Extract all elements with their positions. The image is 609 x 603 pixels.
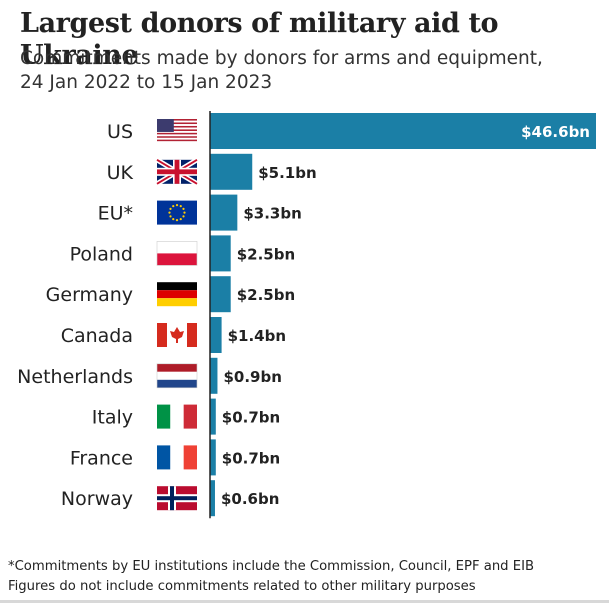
- flag-part: [157, 298, 197, 307]
- flag-part: [157, 127, 197, 130]
- chart-title: Largest donors of military aid to Ukrain…: [20, 8, 499, 71]
- flag-part: [157, 445, 171, 470]
- flag-italy-icon: [157, 404, 197, 429]
- bar-canada: [210, 317, 222, 353]
- bar-poland: [210, 235, 231, 272]
- category-label-norway: Norway: [61, 488, 133, 510]
- flag-part: [157, 404, 171, 429]
- flag-part: [182, 215, 185, 218]
- flag-part: [169, 215, 172, 218]
- flag-part: [156, 241, 198, 266]
- flag-part: [157, 282, 197, 291]
- value-label-france: $0.7bn: [222, 449, 280, 467]
- flag-part: [172, 205, 175, 208]
- flag-us-icon: [157, 119, 197, 143]
- flag-part: [170, 404, 184, 429]
- flag-part: [156, 363, 198, 389]
- bar-germany: [210, 276, 231, 313]
- flag-part: [157, 141, 197, 143]
- flag-part: [169, 207, 172, 210]
- subtitle-line-2: 24 Jan 2022 to 15 Jan 2023: [20, 72, 273, 93]
- flag-part: [157, 137, 197, 140]
- flag-part: [179, 217, 182, 221]
- flag-germany-icon: [157, 282, 197, 307]
- value-label-germany: $2.5bn: [237, 286, 295, 304]
- flag-part: [157, 241, 197, 254]
- flag-part: [172, 217, 175, 221]
- flag-part: [170, 445, 184, 470]
- flag-part: [157, 136, 197, 138]
- value-label-eu: $3.3bn: [243, 205, 301, 223]
- flag-part: [157, 131, 197, 133]
- bar-france: [210, 439, 216, 476]
- flag-part: [183, 211, 186, 214]
- bar-eu: [210, 194, 238, 231]
- bar-us: [210, 113, 596, 149]
- flag-part: [157, 129, 197, 131]
- flag-part: [157, 124, 197, 126]
- category-label-germany: Germany: [46, 284, 133, 306]
- flag-part: [157, 119, 197, 121]
- flag-part: [187, 323, 197, 347]
- flag-part: [157, 379, 197, 388]
- flag-part: [157, 363, 197, 372]
- value-label-norway: $0.6bn: [221, 490, 279, 508]
- bar-italy: [210, 398, 216, 435]
- flag-part: [179, 205, 182, 208]
- value-label-canada: $1.4bn: [228, 327, 286, 345]
- category-label-canada: Canada: [61, 325, 133, 347]
- flag-part: [157, 125, 197, 128]
- bar-chart: US $46.6bn UK $5.1bn EU* $3.3bn Poland $2.5bn Ge…: [17, 111, 596, 519]
- flag-part: [157, 122, 197, 125]
- subtitle-line-1: Commitments made by donors for arms and …: [20, 48, 543, 69]
- value-label-us: $46.6bn: [521, 123, 590, 141]
- flag-poland-icon: [156, 241, 198, 266]
- flag-netherlands-icon: [156, 363, 198, 389]
- value-label-uk: $5.1bn: [258, 164, 316, 182]
- category-label-france: France: [70, 447, 133, 469]
- flag-eu-icon: [157, 200, 197, 225]
- category-label-netherlands: Netherlands: [17, 366, 133, 388]
- flag-part: [183, 445, 197, 470]
- footnote-line-1: *Commitments by EU institutions include …: [8, 559, 535, 574]
- flag-france-icon: [157, 445, 197, 470]
- flag-part: [183, 404, 197, 429]
- flag-part: [157, 323, 167, 347]
- flag-part: [170, 327, 184, 343]
- flag-canada-icon: [157, 323, 197, 347]
- chart-subtitle: Commitments made by donors for arms and …: [20, 47, 600, 95]
- flag-part: [157, 371, 197, 380]
- flag-part: [168, 211, 171, 214]
- flag-part: [157, 120, 197, 123]
- flag-part: [157, 290, 197, 299]
- bottom-rule: [0, 600, 609, 603]
- flag-part: [157, 169, 197, 175]
- value-label-netherlands: $0.9bn: [223, 368, 281, 386]
- flag-part: [175, 219, 179, 222]
- flag-part: [157, 134, 197, 137]
- flag-part: [182, 207, 185, 210]
- bar-uk: [210, 153, 253, 190]
- bar-norway: [210, 480, 215, 517]
- flag-part: [175, 204, 179, 207]
- footnote-line-2: Figures do not include commitments relat…: [8, 579, 476, 594]
- flag-part: [157, 253, 197, 266]
- category-label-uk: UK: [107, 162, 134, 184]
- flag-part: [157, 139, 197, 142]
- flag-uk-icon: [155, 157, 199, 186]
- flag-part: [157, 132, 197, 135]
- value-label-poland: $2.5bn: [237, 245, 295, 263]
- value-label-italy: $0.7bn: [222, 409, 280, 427]
- flag-part: [157, 119, 174, 132]
- category-label-us: US: [107, 121, 133, 143]
- bar-netherlands: [210, 357, 218, 394]
- category-label-italy: Italy: [92, 407, 133, 429]
- category-label-eu: EU*: [98, 203, 133, 225]
- footnote: *Commitments by EU institutions include …: [8, 557, 604, 597]
- flag-norway-icon: [157, 486, 197, 511]
- flag-part: [157, 496, 197, 501]
- category-label-poland: Poland: [70, 243, 133, 265]
